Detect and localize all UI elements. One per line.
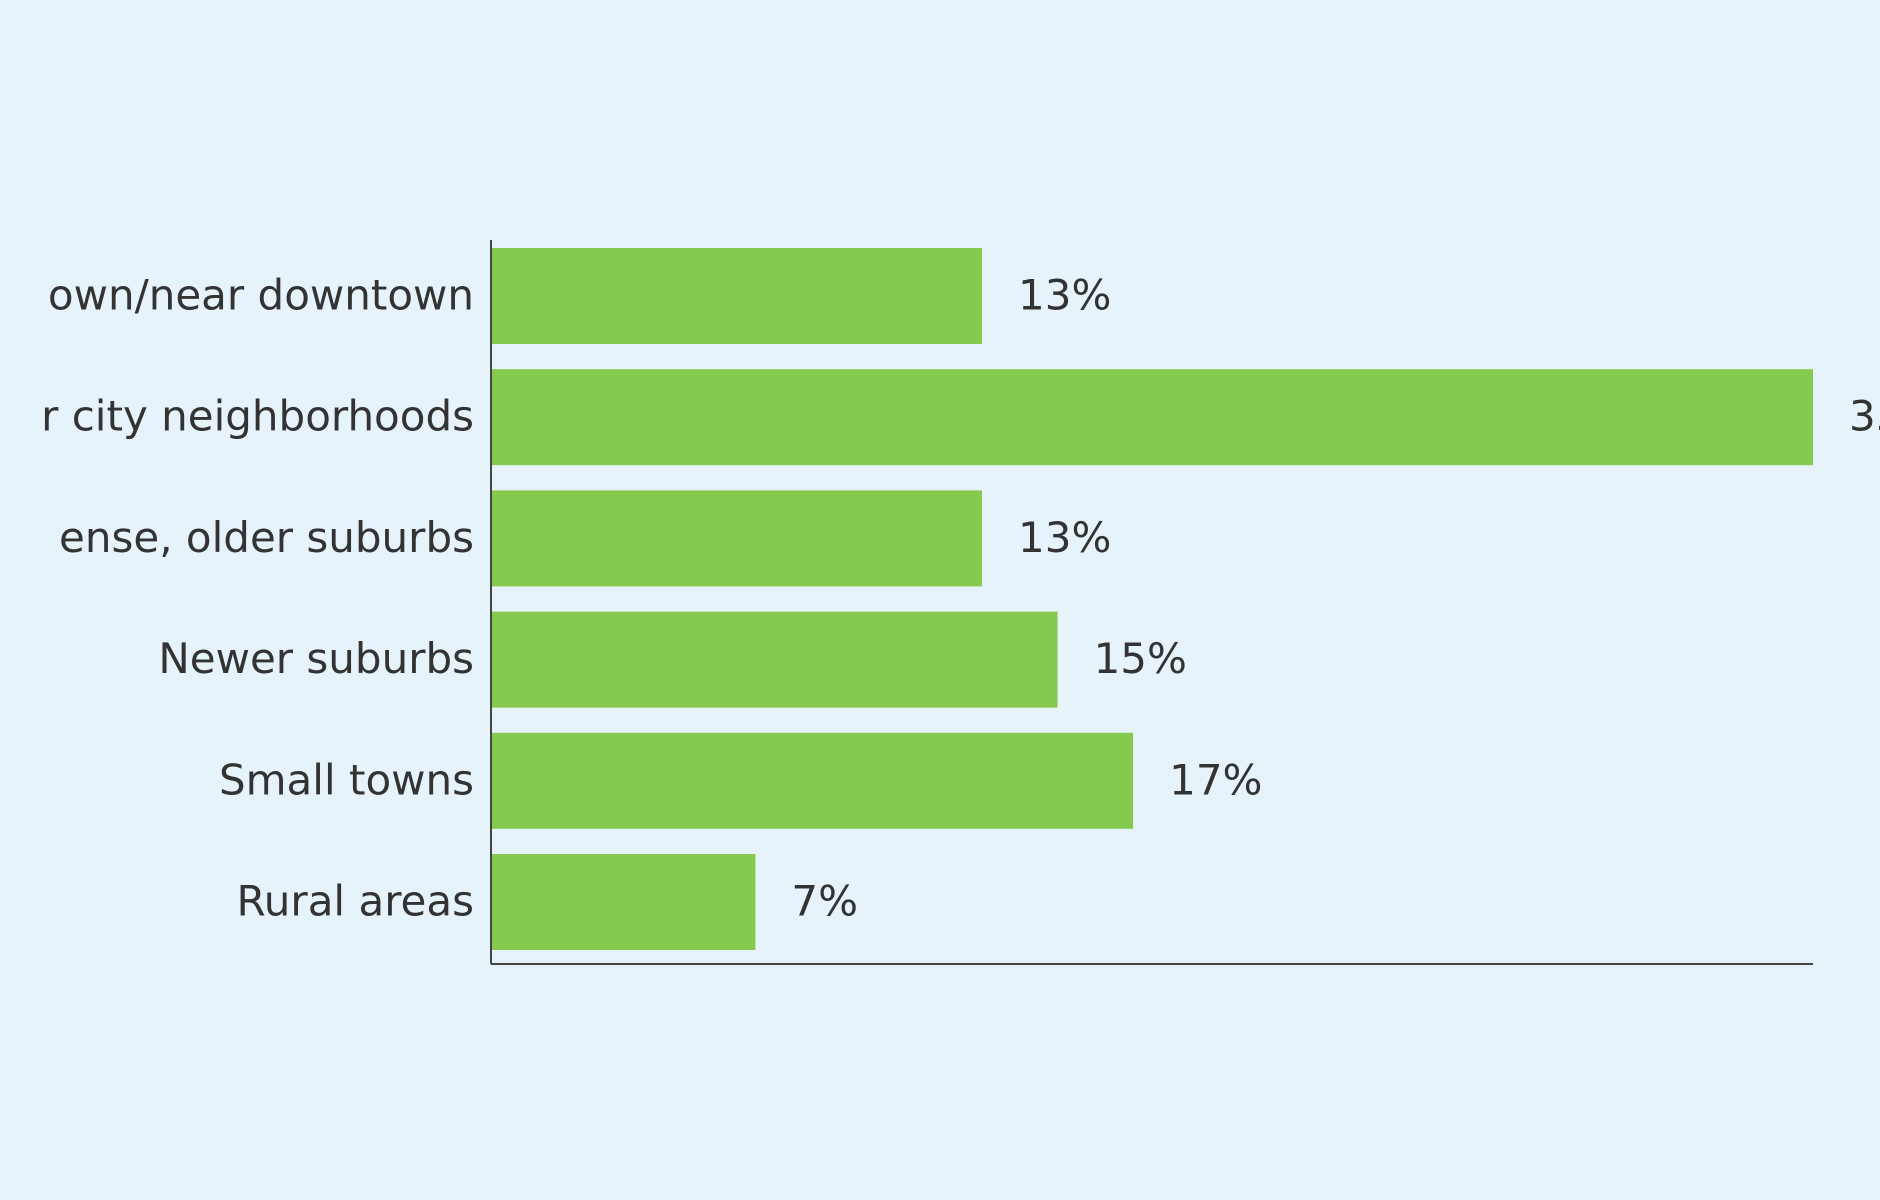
- value-label: 13%: [1018, 513, 1111, 562]
- bar: [491, 369, 1813, 466]
- value-label: 7%: [791, 877, 858, 926]
- y-tick-label: r city neighborhoods: [41, 392, 474, 441]
- y-tick-label: ense, older suburbs: [59, 513, 474, 562]
- y-tick-label: Newer suburbs: [158, 634, 474, 683]
- y-tick-label: own/near downtown: [48, 271, 474, 320]
- value-label: 15%: [1094, 634, 1187, 683]
- value-label: 35%: [1849, 392, 1880, 441]
- value-label: 13%: [1018, 271, 1111, 320]
- bar: [491, 854, 756, 950]
- y-tick-label: Rural areas: [237, 877, 474, 926]
- value-label: 17%: [1169, 755, 1262, 804]
- bar: [491, 490, 983, 587]
- bar: [491, 732, 1134, 829]
- bar: [491, 611, 1058, 708]
- y-tick-label: Small towns: [219, 755, 474, 804]
- bar: [491, 248, 983, 344]
